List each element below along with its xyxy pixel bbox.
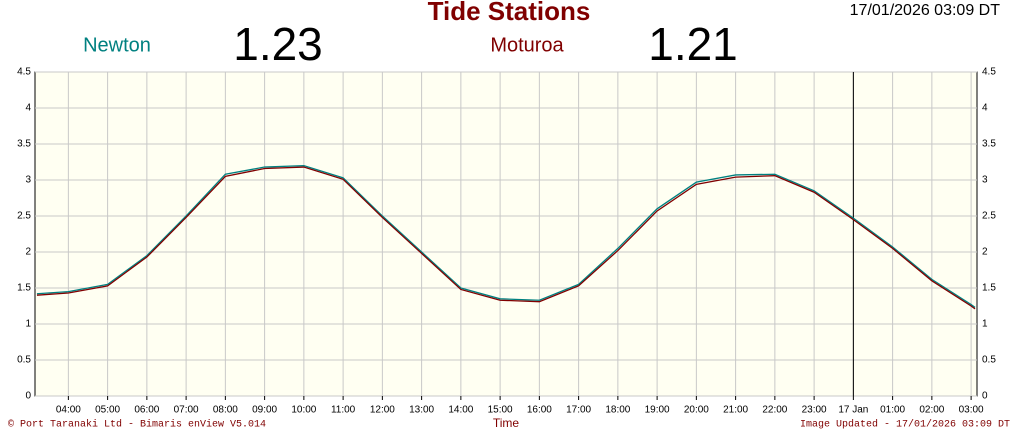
- y-tick-label: 3.5: [17, 139, 31, 150]
- y-tick-label: 3.5: [982, 139, 996, 150]
- y-tick-label: 2.5: [982, 211, 996, 222]
- x-tick-label: 07:00: [174, 405, 199, 416]
- x-tick-label: 10:00: [291, 405, 316, 416]
- x-tick-label: 04:00: [56, 405, 81, 416]
- y-tick-label: 0: [982, 391, 988, 402]
- station-value: 1.21: [648, 18, 738, 70]
- y-tick-label: 3: [982, 175, 988, 186]
- x-axis-label: Time: [493, 416, 520, 430]
- y-tick-label: 0: [25, 391, 31, 402]
- x-tick-label: 18:00: [605, 405, 630, 416]
- x-tick-label: 23:00: [802, 405, 827, 416]
- update-note: Image Updated - 17/01/2026 03:09 DT: [800, 419, 1010, 431]
- y-tick-label: 4: [982, 103, 988, 114]
- x-tick-label: 14:00: [448, 405, 473, 416]
- x-tick-label: 03:00: [959, 405, 984, 416]
- series-line: [36, 164, 976, 308]
- y-tick-label: 4.5: [982, 67, 996, 78]
- x-tick-label: 17 Jan: [838, 405, 868, 416]
- x-tick-label: 15:00: [488, 405, 513, 416]
- y-tick-label: 0.5: [17, 355, 31, 366]
- x-tick-label: 06:00: [134, 405, 159, 416]
- x-tick-label: 22:00: [762, 405, 787, 416]
- x-tick-label: 16:00: [527, 405, 552, 416]
- y-tick-label: 1.5: [17, 283, 31, 294]
- x-tick-label: 19:00: [645, 405, 670, 416]
- station-value: 1.23: [233, 18, 323, 70]
- x-tick-label: 20:00: [684, 405, 709, 416]
- y-tick-label: 1: [982, 319, 988, 330]
- y-tick-label: 2.5: [17, 211, 31, 222]
- copyright: © Port Taranaki Ltd - Bimaris enView V5.…: [8, 419, 266, 431]
- x-tick-label: 12:00: [370, 405, 395, 416]
- y-tick-label: 2: [25, 247, 31, 258]
- y-tick-label: 0.5: [982, 355, 996, 366]
- series-line: [36, 166, 976, 310]
- x-tick-label: 08:00: [213, 405, 238, 416]
- y-tick-label: 1: [25, 319, 31, 330]
- y-tick-label: 2: [982, 247, 988, 258]
- x-tick-label: 09:00: [252, 405, 277, 416]
- timestamp: 17/01/2026 03:09 DT: [850, 2, 1001, 19]
- y-tick-label: 3: [25, 175, 31, 186]
- chart-title: Tide Stations: [428, 0, 591, 26]
- station-name: Newton: [83, 34, 151, 56]
- y-tick-label: 4.5: [17, 67, 31, 78]
- station-name: Moturoa: [490, 34, 564, 56]
- plot-area: [34, 71, 978, 397]
- y-tick-label: 4: [25, 103, 31, 114]
- x-tick-label: 11:00: [331, 405, 356, 416]
- x-tick-label: 13:00: [409, 405, 434, 416]
- x-tick-label: 17:00: [566, 405, 591, 416]
- x-tick-label: 01:00: [880, 405, 905, 416]
- x-tick-label: 21:00: [723, 405, 748, 416]
- x-tick-label: 05:00: [95, 405, 120, 416]
- y-tick-label: 1.5: [982, 283, 996, 294]
- x-tick-label: 02:00: [919, 405, 944, 416]
